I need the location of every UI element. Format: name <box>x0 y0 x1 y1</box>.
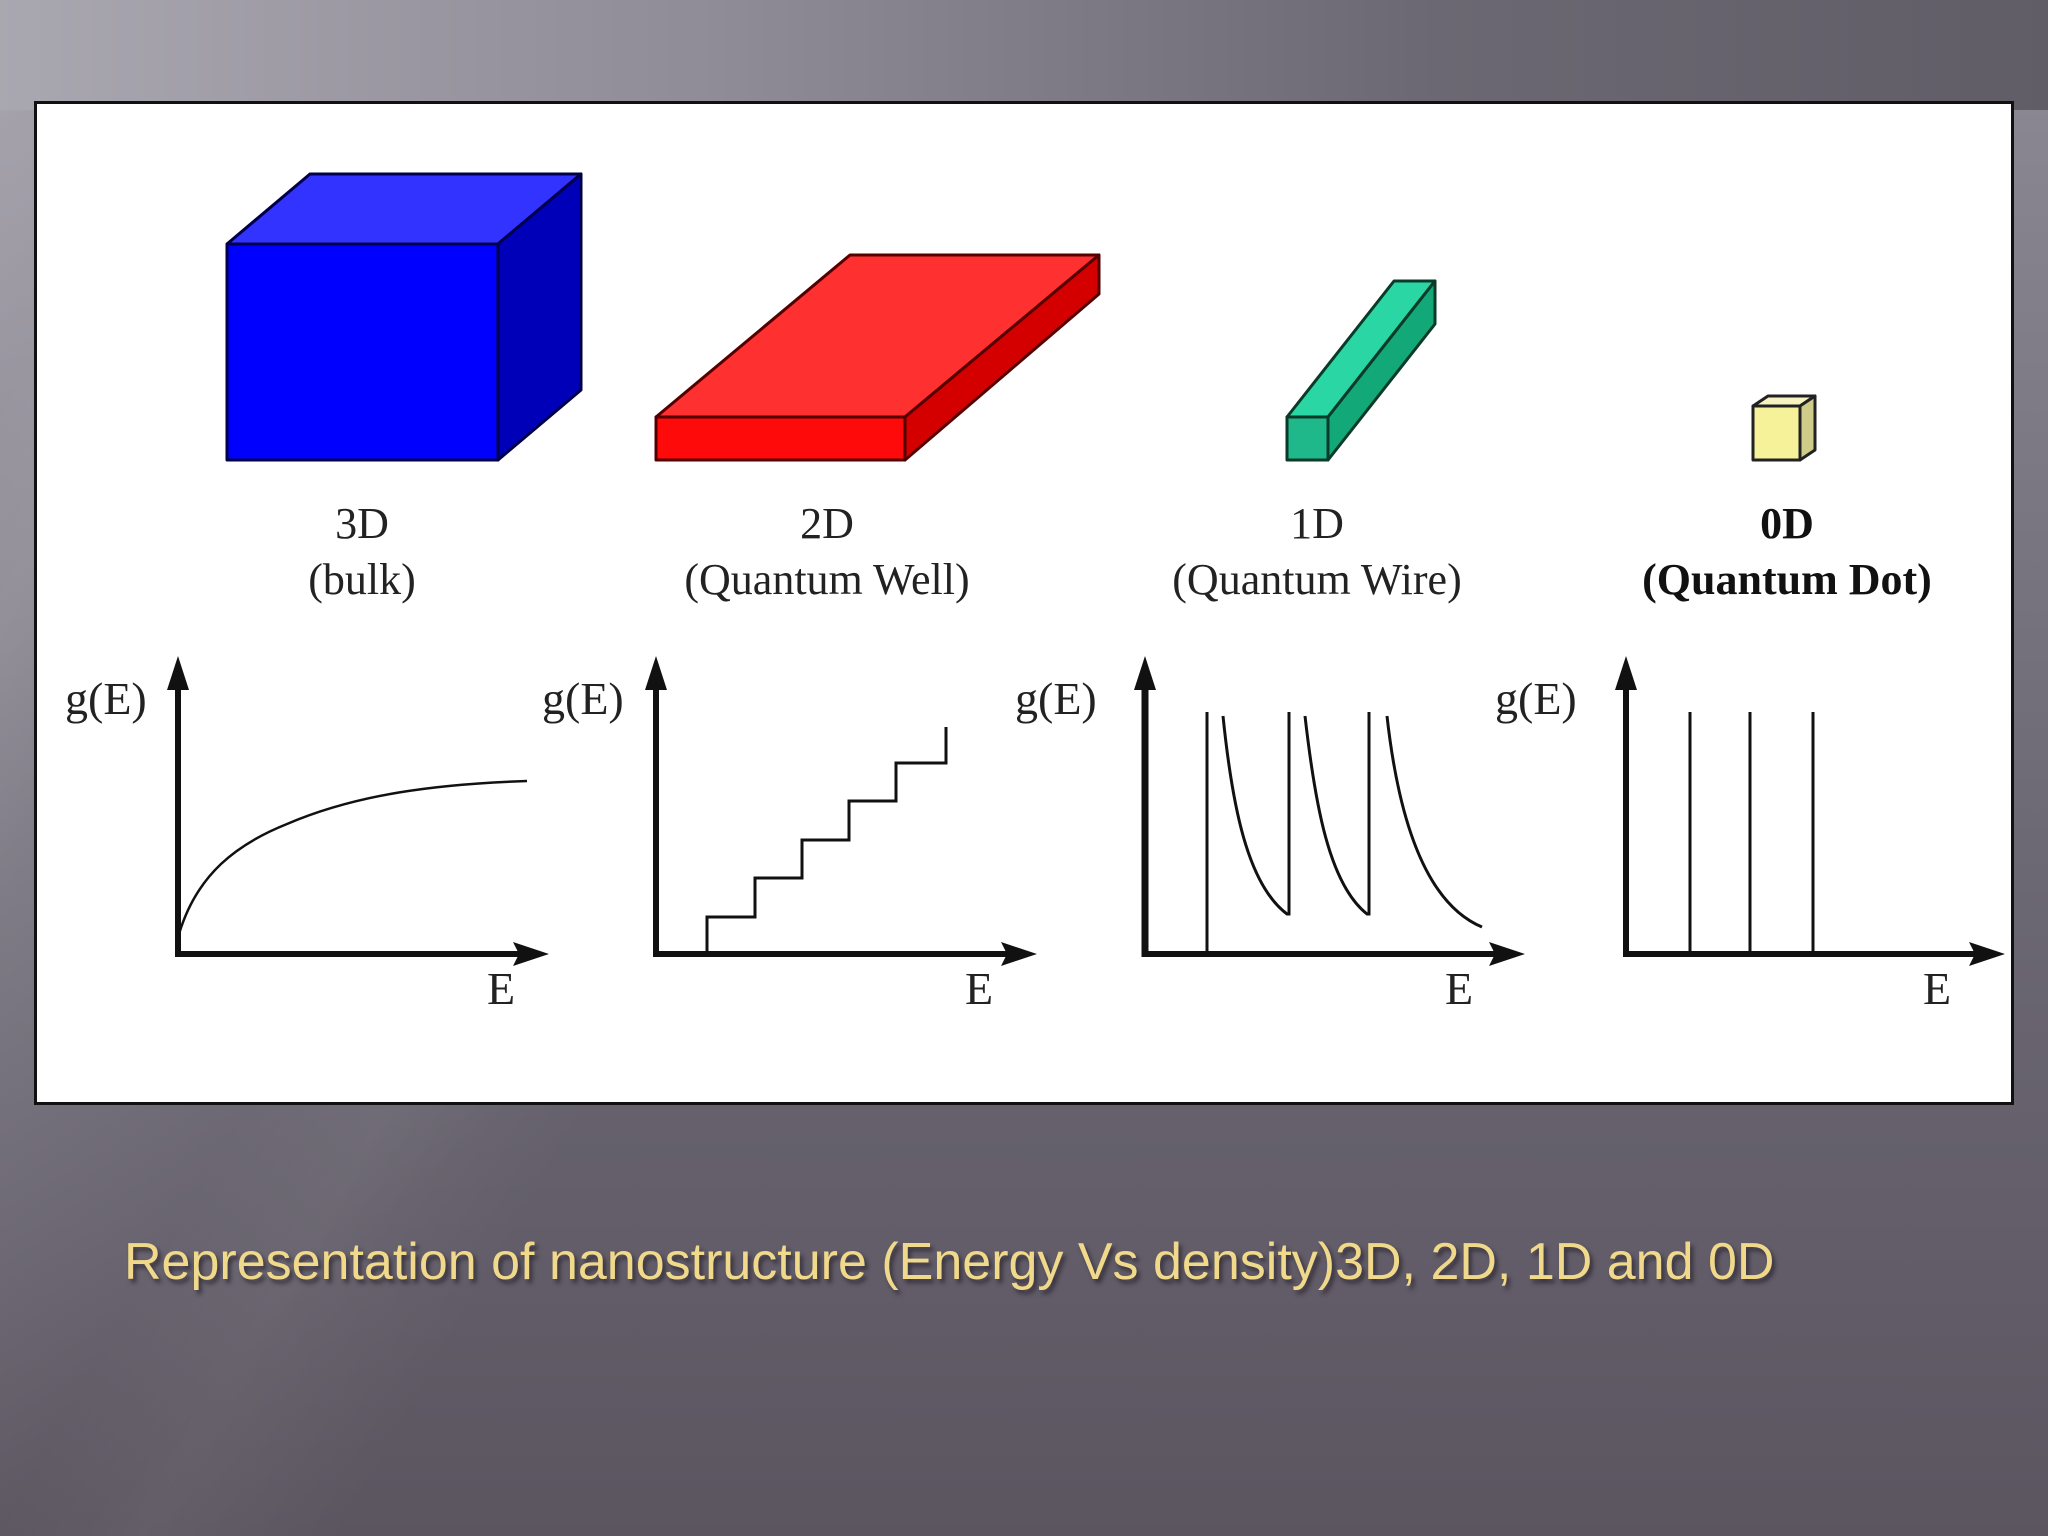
rod-1d-icon <box>1285 279 1437 462</box>
cube-3d-icon <box>225 172 583 462</box>
structure-name: (bulk) <box>308 555 416 604</box>
x-axis-label: E <box>1923 963 1952 1014</box>
arrow-right-icon <box>513 942 549 966</box>
graph-2d-quantum-well <box>645 656 1037 966</box>
x-axis-label: E <box>487 963 516 1014</box>
slide-background <box>0 0 2048 110</box>
label-2d: 2D (Quantum Well) <box>577 496 1077 608</box>
arrow-up-icon <box>167 656 189 690</box>
arrow-up-icon <box>1134 656 1156 690</box>
y-axis-label: g(E) <box>1495 673 1577 724</box>
graph-1d-quantum-wire <box>1134 656 1525 966</box>
structure-name: (Quantum Wire) <box>1172 555 1462 604</box>
dimension-text: 1D <box>1290 499 1344 548</box>
label-3d: 3D (bulk) <box>242 496 482 608</box>
graph-0d-quantum-dot <box>1615 656 2005 966</box>
arrow-right-icon <box>1489 942 1525 966</box>
arrow-right-icon <box>1969 942 2005 966</box>
y-axis-label: g(E) <box>65 673 147 724</box>
y-axis-label: g(E) <box>542 673 624 724</box>
x-axis-label: E <box>965 963 994 1014</box>
dot-0d-icon <box>1751 394 1817 462</box>
dimension-text: 3D <box>335 499 389 548</box>
figure-drawing <box>167 172 2005 966</box>
label-1d: 1D (Quantum Wire) <box>1077 496 1557 608</box>
structure-name: (Quantum Well) <box>684 555 970 604</box>
arrow-up-icon <box>645 656 667 690</box>
arrow-up-icon <box>1615 656 1637 690</box>
arrow-right-icon <box>1001 942 1037 966</box>
graph-3d-bulk <box>167 656 549 966</box>
label-0d: 0D (Quantum Dot) <box>1577 496 1997 608</box>
structure-name: (Quantum Dot) <box>1642 555 1932 604</box>
y-axis-label: g(E) <box>1015 673 1097 724</box>
nanostructure-figure: 3D (bulk) 2D (Quantum Well) 1D (Quantum … <box>34 101 2014 1105</box>
slab-2d-icon <box>654 253 1101 462</box>
slide-caption: Representation of nanostructure (Energy … <box>124 1233 1775 1291</box>
x-axis-label: E <box>1445 963 1474 1014</box>
dimension-text: 0D <box>1760 499 1814 548</box>
dimension-text: 2D <box>800 499 854 548</box>
